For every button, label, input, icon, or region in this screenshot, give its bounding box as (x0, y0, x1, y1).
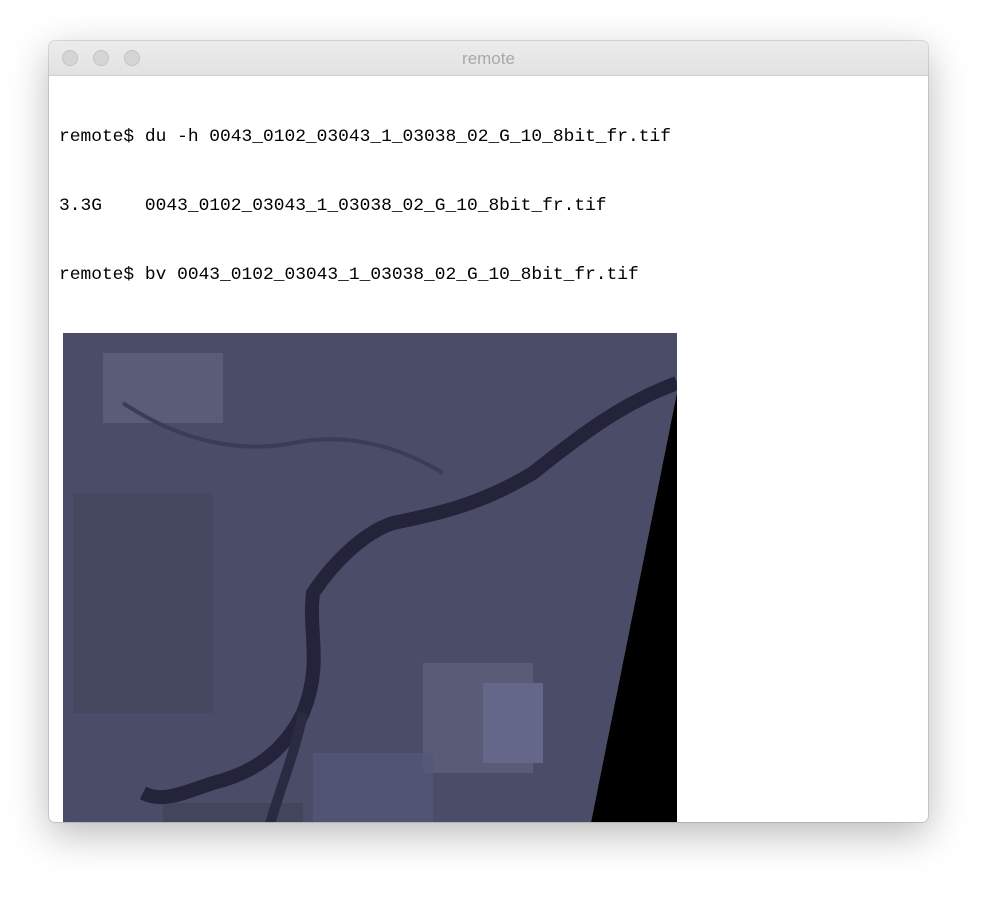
terminal-line: remote$ bv 0043_0102_03043_1_03038_02_G_… (59, 265, 639, 285)
satellite-image (63, 333, 677, 822)
terminal-window: remote remote$ du -h 0043_0102_03043_1_0… (49, 41, 928, 822)
terminal: remote$ du -h 0043_0102_03043_1_03038_02… (59, 80, 677, 822)
title-bar: remote (49, 41, 928, 76)
minimize-button[interactable] (93, 50, 109, 66)
terminal-line: 3.3G 0043_0102_03043_1_03038_02_G_10_8bi… (59, 196, 607, 216)
zoom-button[interactable] (124, 50, 140, 66)
terminal-line: remote$ du -h 0043_0102_03043_1_03038_02… (59, 127, 671, 147)
close-button[interactable] (62, 50, 78, 66)
window-title: remote (462, 49, 515, 68)
